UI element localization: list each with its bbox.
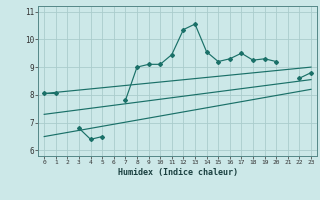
X-axis label: Humidex (Indice chaleur): Humidex (Indice chaleur) <box>118 168 238 177</box>
